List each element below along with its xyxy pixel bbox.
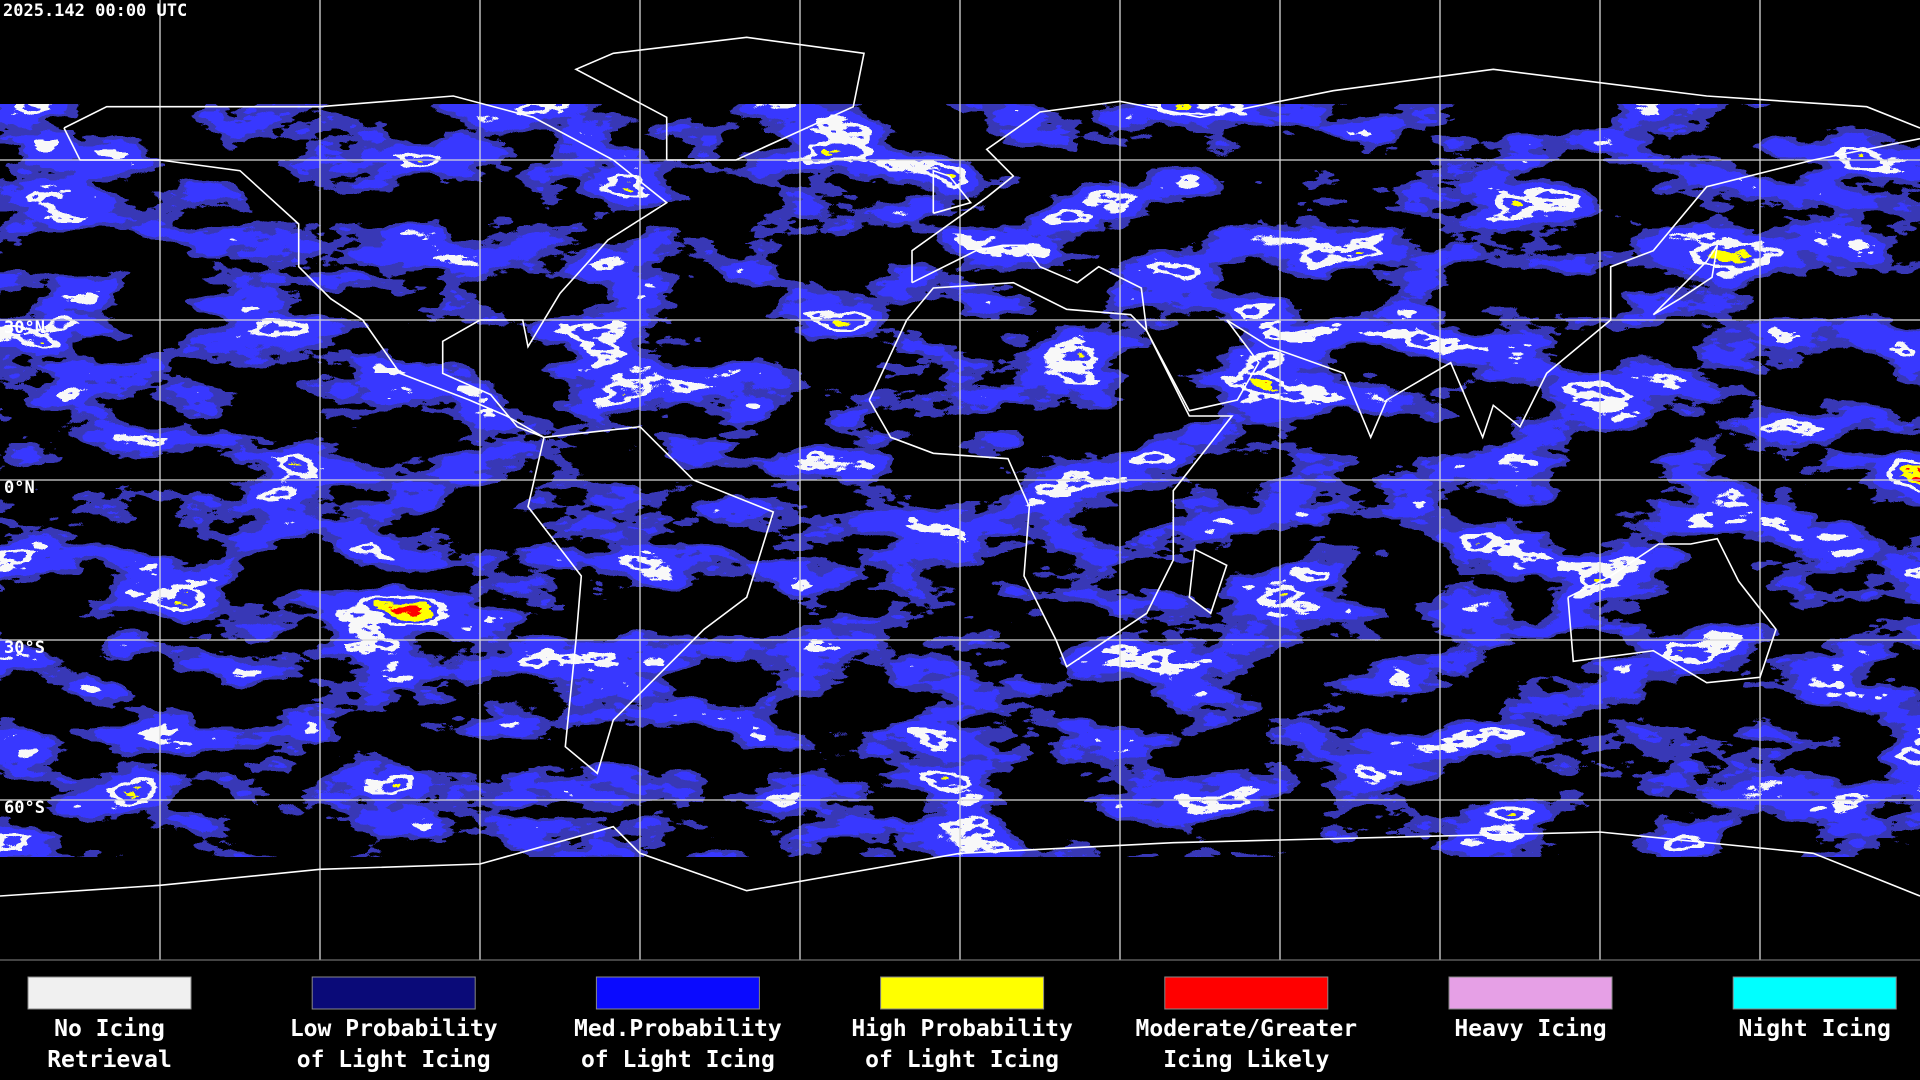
coastline [574, 36, 865, 161]
timestamp: 2025.142 00:00 UTC [3, 1, 187, 21]
legend-label: Heavy Icing [1454, 1016, 1606, 1042]
legend-swatch [595, 976, 760, 1010]
legend-swatch [311, 976, 476, 1010]
coastline [527, 425, 775, 775]
coastline [1188, 548, 1228, 615]
legend-label: Med.Probability [574, 1016, 782, 1042]
legend: No Icing Retrieval Low Probability of Light… [27, 976, 1897, 1073]
coastline [1567, 537, 1777, 684]
coastline [932, 169, 973, 215]
graticule [0, 0, 1920, 960]
latitude-label: 0°N [4, 478, 35, 498]
legend-label: of Light Icing [865, 1047, 1059, 1073]
coastline [63, 95, 669, 439]
legend-label: Icing Likely [1163, 1047, 1329, 1073]
legend-label: High Probability [851, 1016, 1073, 1042]
legend-label: Moderate/Greater [1136, 1016, 1358, 1042]
legend-label: of Light Icing [581, 1047, 775, 1073]
legend-swatch [27, 976, 192, 1010]
coastlines [0, 36, 1920, 897]
latitude-label: 30°S [4, 638, 45, 658]
latitude-label: 30°N [4, 318, 45, 338]
legend-label: of Light Icing [297, 1047, 491, 1073]
legend-label: No Icing [54, 1016, 165, 1042]
latitude-label: 60°S [4, 798, 45, 818]
latitude-labels: 30°N 0°N 30°S 60°S [4, 318, 45, 818]
legend-swatch [1732, 976, 1897, 1010]
coastline [911, 137, 1920, 440]
legend-swatch [880, 976, 1045, 1010]
coastline [911, 68, 1920, 283]
coastline [0, 825, 1920, 897]
legend-swatch [1448, 976, 1613, 1010]
legend-label: Low Probability [290, 1016, 498, 1042]
legend-label: Retrieval [47, 1047, 172, 1073]
legend-swatch [1164, 976, 1329, 1010]
coastline [1652, 244, 1719, 316]
legend-label: Night Icing [1739, 1016, 1891, 1042]
coastline [868, 281, 1234, 668]
